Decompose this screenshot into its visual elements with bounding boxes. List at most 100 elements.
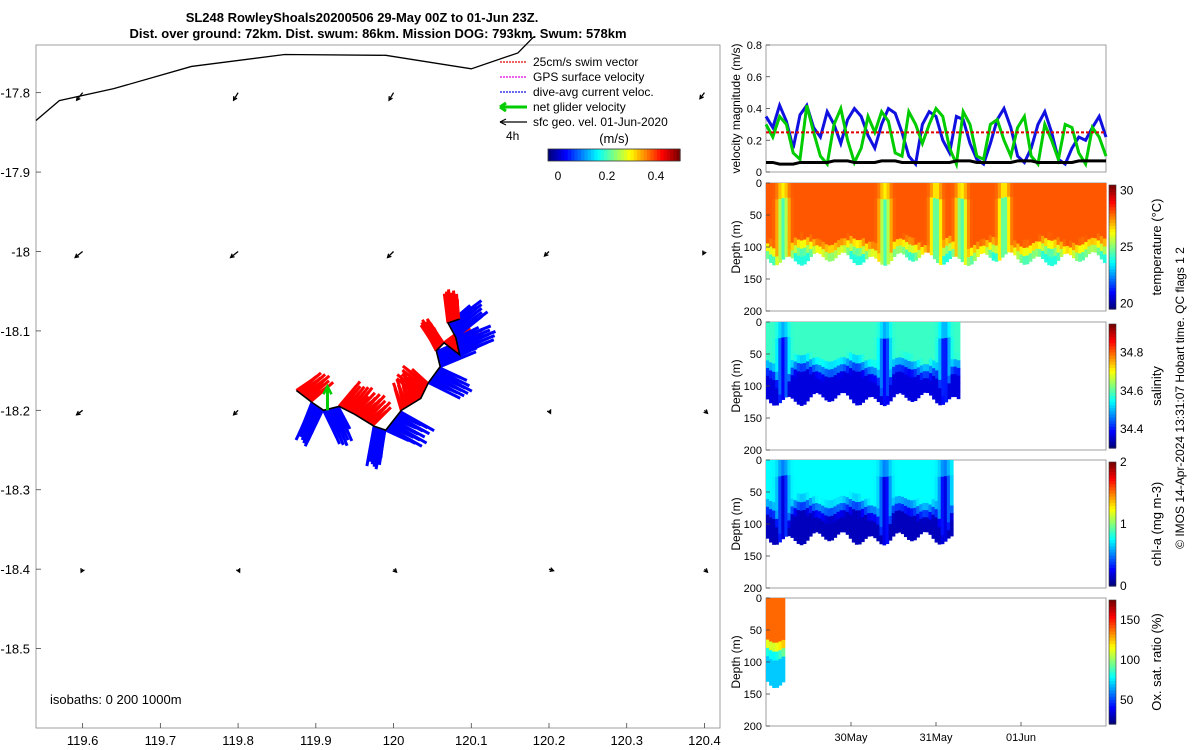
section-data-cell [932,337,936,346]
section-data-cell [849,368,853,377]
section-data-cell [945,198,949,208]
section-data-cell [824,198,829,207]
section-data-cell [1068,233,1073,241]
section-data-cell [876,484,881,493]
section-data-cell [787,374,792,383]
section-y-tick-label: 100 [744,657,762,669]
section-data-cell [793,524,798,533]
section-data-cell [1025,215,1030,224]
section-data-cell [932,213,937,222]
section-data-cell [901,379,906,388]
section-data-cell [997,229,1002,238]
section-data-cell [997,221,1002,230]
section-data-cell [827,329,832,339]
section-data-cell [882,468,887,478]
section-data-cell [885,346,890,356]
section-data-cell [818,218,823,226]
section-data-cell [970,207,974,216]
section-data-cell [784,234,789,243]
section-data-cell [882,397,887,407]
section-data-cell [766,664,770,674]
section-data-cell [840,203,844,212]
section-data-cell [842,460,847,468]
current-vector-stroke [336,405,352,430]
section-data-cell [787,490,792,499]
section-data-cell [833,490,838,500]
section-data-cell [1025,231,1030,241]
section-colorbar-frame [1108,323,1117,449]
section-data-cell [895,329,899,337]
section-data-cell [855,248,860,258]
section-data-cell [922,336,927,344]
section-data-cell [885,330,890,340]
section-data-cell [784,389,789,398]
section-data-cell [864,190,869,199]
section-data-cell [1025,247,1030,257]
section-data-cell [883,199,888,209]
section-data-cell [821,475,825,484]
section-data-cell [903,490,908,499]
section-data-cell [916,529,920,538]
section-data-cell [910,337,915,347]
section-data-cell [994,237,999,247]
section-data-cell [994,214,999,223]
section-data-cell [1081,221,1085,230]
section-data-cell [938,379,942,389]
section-data-cell [900,489,905,498]
current-vector-stroke [427,381,461,400]
section-data-cell [784,467,789,476]
section-data-cell [882,363,887,373]
section-data-cell [811,510,816,519]
swim-vector-stroke [347,386,370,413]
section-colorbar-segment [1109,600,1116,604]
section-data-cell [842,474,847,483]
section-colorbar-tick-label: 34.8 [1120,346,1144,360]
section-data-cell [877,253,881,262]
section-data-cell [787,183,792,191]
section-data-cell [897,503,902,511]
section-data-cell [891,482,896,491]
section-data-cell [839,474,844,483]
section-data-cell [947,352,952,361]
section-data-cell [879,330,884,340]
section-colorbar-segment [1109,561,1116,565]
section-data-cell [973,244,977,254]
section-data-cell [926,224,931,232]
section-data-cell [781,243,786,253]
section-data-cell [901,372,906,381]
section-data-cell [982,245,987,254]
section-data-cell [787,197,792,206]
section-data-cell [886,199,891,208]
section-data-cell [849,243,854,252]
section-data-cell [922,524,927,533]
section-data-cell [769,370,773,380]
section-data-cell [876,322,881,331]
section-data-cell [812,350,816,359]
section-data-cell [799,536,804,546]
section-data-cell [1090,196,1095,205]
section-data-cell [799,355,804,365]
legend-colorbar-segment [633,149,638,161]
section-data-cell [1102,190,1107,200]
legend-colorbar-segment [581,149,585,161]
section-data-cell [900,460,905,468]
section-data-cell [1059,183,1064,191]
section-data-cell [799,346,804,356]
section-data-cell [864,243,869,252]
section-data-cell [932,235,937,245]
section-data-cell [766,672,770,682]
section-data-cell [888,508,893,517]
section-data-cell [877,222,881,231]
section-data-cell [784,513,789,522]
section-data-cell [845,511,850,520]
section-y-tick-label: 200 [744,445,762,457]
section-data-cell [895,239,900,247]
section-data-cell [864,198,869,207]
section-data-cell [849,383,853,392]
section-data-cell [846,233,851,241]
section-data-cell [849,391,853,400]
section-data-cell [840,217,844,226]
section-data-cell [861,484,865,494]
section-data-cell [929,183,934,191]
section-data-cell [1038,248,1042,257]
